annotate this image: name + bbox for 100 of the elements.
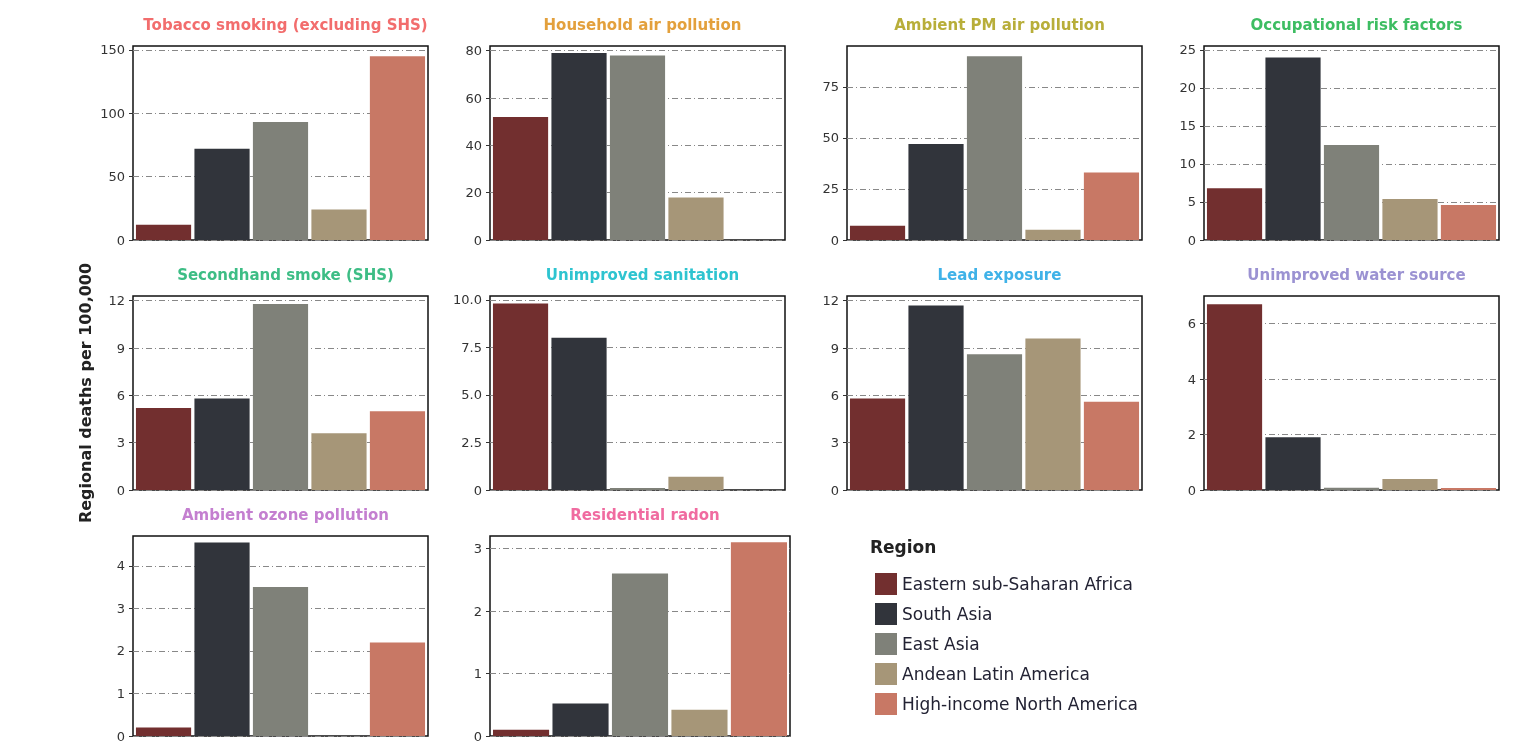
y-tick-label: 50 [822, 130, 839, 146]
y-tick-label: 0 [1187, 482, 1196, 498]
bar [966, 354, 1023, 490]
bar [552, 703, 609, 736]
y-tick-label: 0 [116, 232, 125, 248]
bar [194, 542, 250, 736]
y-tick-label: 12 [108, 293, 125, 309]
bar [492, 116, 549, 240]
y-tick-label: 9 [830, 340, 839, 356]
bar [671, 709, 728, 736]
bar [849, 398, 906, 490]
y-tick-label: 0 [473, 232, 482, 248]
y-tick-label: 150 [100, 42, 125, 58]
y-tick-label: 7.5 [461, 339, 482, 355]
bar [611, 573, 669, 736]
bar [551, 53, 607, 240]
bar [493, 729, 550, 736]
legend-title: Region [870, 536, 937, 557]
bar [1025, 229, 1081, 240]
y-axis-title: Regional deaths per 100,000 [75, 262, 95, 524]
y-tick-label: 5.0 [461, 387, 482, 403]
y-tick-label: 0 [116, 482, 125, 498]
bar [1206, 304, 1263, 490]
bar [135, 224, 192, 240]
legend-label: Andean Latin America [902, 664, 1090, 684]
y-tick-label: 9 [116, 340, 125, 356]
y-tick-label: 3 [116, 435, 125, 451]
y-tick-label: 80 [465, 43, 482, 59]
y-tick-label: 25 [822, 181, 839, 197]
bar [668, 476, 724, 490]
bar [252, 587, 309, 736]
chart-title: Secondhand smoke (SHS) [177, 265, 394, 284]
y-tick-label: 2 [473, 603, 482, 619]
chart-title: Household air pollution [543, 15, 742, 34]
chart-title: Residential radon [570, 505, 720, 524]
bar [551, 337, 607, 490]
bar [1382, 478, 1438, 490]
bar [492, 303, 549, 490]
chart-title: Unimproved sanitation [545, 265, 740, 284]
bar [194, 148, 250, 240]
y-tick-label: 0 [116, 728, 125, 744]
bar [252, 122, 309, 240]
y-tick-label: 75 [822, 79, 839, 95]
chart-title: Ambient PM air pollution [894, 15, 1105, 34]
y-tick-label: 40 [465, 137, 482, 153]
y-tick-label: 4 [116, 558, 125, 574]
y-tick-label: 15 [1179, 118, 1196, 134]
y-tick-label: 0 [473, 728, 482, 744]
y-tick-label: 0 [830, 232, 839, 248]
chart-title: Tobacco smoking (excluding SHS) [143, 15, 428, 34]
y-tick-label: 2 [116, 643, 125, 659]
bar [311, 209, 367, 240]
chart-title: Lead exposure [937, 265, 1062, 284]
y-tick-label: 10 [1179, 156, 1196, 172]
bar [194, 398, 250, 490]
y-tick-label: 2 [1187, 427, 1196, 443]
y-tick-label: 20 [1179, 80, 1196, 96]
y-tick-label: 6 [830, 387, 839, 403]
bar [369, 56, 426, 240]
y-tick-label: 2.5 [461, 434, 482, 450]
y-tick-label: 50 [108, 169, 125, 185]
legend-label: High-income North America [902, 694, 1138, 714]
y-tick-label: 5 [1187, 194, 1196, 210]
bar [311, 433, 367, 490]
bar [1440, 205, 1497, 240]
bar [1083, 172, 1140, 240]
y-tick-label: 1 [116, 685, 125, 701]
y-tick-label: 10.0 [453, 292, 482, 308]
bar [1206, 188, 1263, 240]
y-tick-label: 0 [830, 482, 839, 498]
chart-title: Occupational risk factors [1250, 15, 1463, 34]
y-tick-label: 4 [1187, 371, 1196, 387]
chart-title: Unimproved water source [1247, 265, 1466, 284]
legend-label: Eastern sub-Saharan Africa [902, 574, 1134, 594]
bar [1382, 198, 1438, 240]
bar [908, 144, 964, 240]
y-tick-label: 60 [465, 90, 482, 106]
bar [908, 305, 964, 490]
bar [1265, 57, 1321, 240]
bar [135, 407, 192, 490]
chart-title: Ambient ozone pollution [181, 505, 390, 524]
y-tick-label: 1 [473, 666, 482, 681]
y-tick-label: 3 [830, 435, 839, 451]
bar [730, 542, 787, 736]
bar [609, 55, 666, 240]
bar [1265, 437, 1321, 490]
bar [1323, 487, 1380, 490]
y-tick-label: 0 [1187, 232, 1196, 248]
y-tick-label: 20 [465, 185, 482, 201]
y-tick-label: 3 [473, 541, 482, 556]
y-tick-label: 25 [1179, 42, 1196, 58]
bar [369, 642, 426, 736]
y-tick-label: 0 [473, 482, 482, 498]
bar [1025, 338, 1081, 490]
legend-label: South Asia [902, 604, 993, 624]
bar [252, 303, 309, 490]
legend-label: East Asia [902, 634, 980, 654]
bar [966, 56, 1023, 240]
bar [135, 727, 192, 736]
bar [1323, 144, 1380, 240]
